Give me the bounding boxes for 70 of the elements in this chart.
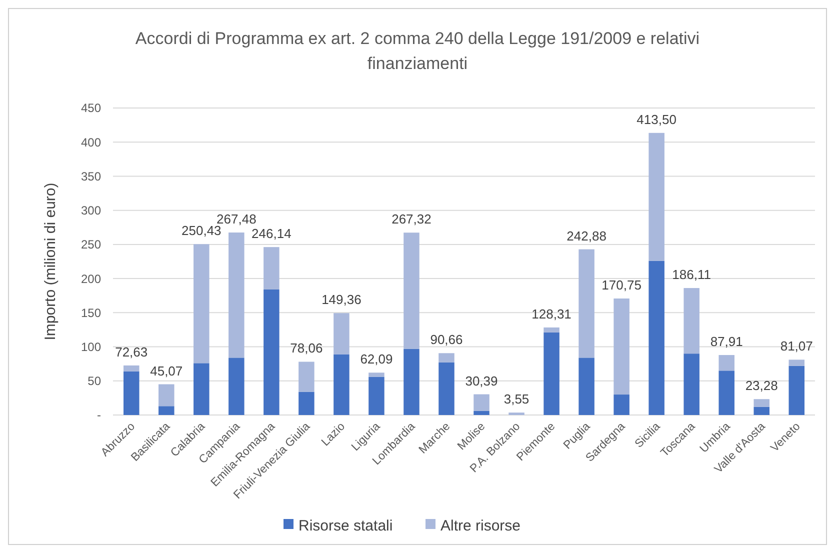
bar <box>788 366 804 415</box>
bar <box>684 354 700 415</box>
bar <box>194 363 210 415</box>
bar <box>474 394 490 411</box>
total-label: 78,06 <box>290 340 323 356</box>
bar <box>124 371 140 415</box>
y-tick-label: 50 <box>88 374 102 388</box>
legend-label: Risorse statali <box>298 517 393 534</box>
bar <box>368 372 384 377</box>
y-tick-label: 450 <box>80 101 102 116</box>
total-label: 186,11 <box>672 267 711 282</box>
y-tick-label: - <box>97 408 101 422</box>
total-label: 242,88 <box>566 228 606 244</box>
bar <box>648 132 664 261</box>
bar <box>404 232 420 349</box>
total-label: 128,31 <box>532 306 572 322</box>
bar <box>754 406 770 415</box>
bar <box>334 313 350 354</box>
bar <box>718 355 734 371</box>
bar <box>264 289 280 415</box>
bar <box>474 410 490 415</box>
bar <box>368 376 384 415</box>
total-label: 90,66 <box>430 332 463 348</box>
y-tick-label: 400 <box>80 135 102 150</box>
total-label: 23,28 <box>745 378 778 394</box>
y-tick-label: 350 <box>80 169 102 184</box>
bar <box>228 358 244 415</box>
bar <box>158 384 174 406</box>
bar <box>544 332 560 415</box>
total-label: 413,50 <box>636 112 676 127</box>
total-label: 170,75 <box>602 278 642 293</box>
bar <box>298 392 314 415</box>
bar <box>334 354 350 415</box>
bar <box>438 362 454 415</box>
bar <box>158 406 174 415</box>
legend-label: Altre risorse <box>440 517 521 534</box>
y-tick-label: 250 <box>80 238 102 252</box>
total-label: 81,07 <box>780 338 813 354</box>
y-tick-label: 150 <box>80 306 102 320</box>
bar <box>578 249 594 358</box>
total-label: 62,09 <box>360 352 393 367</box>
y-tick-label: 200 <box>80 272 102 286</box>
bar <box>544 327 560 332</box>
total-label: 149,36 <box>322 292 362 308</box>
total-label: 72,63 <box>115 344 148 360</box>
y-tick-label: 300 <box>80 204 102 218</box>
total-label: 30,39 <box>465 373 498 388</box>
bar <box>438 353 454 362</box>
bar <box>194 244 210 364</box>
bar <box>578 358 594 415</box>
total-label: 45,07 <box>150 363 183 378</box>
total-label: 267,32 <box>392 212 432 227</box>
y-axis-title: Importo (milioni di euro) <box>42 182 59 340</box>
bar <box>298 362 314 392</box>
bar <box>614 298 630 395</box>
bar <box>264 247 280 290</box>
bar <box>404 348 420 415</box>
bar <box>124 365 140 372</box>
bar <box>228 232 244 358</box>
y-tick-label: 100 <box>80 340 102 354</box>
bar <box>684 288 700 354</box>
bar <box>754 399 770 407</box>
total-label: 87,91 <box>710 334 743 350</box>
chart-title: Accordi di Programma ex art. 2 comma 240 della Legge 191/2009 e relativi finanziamenti <box>134 28 701 75</box>
bar <box>718 370 734 415</box>
bar <box>614 394 630 415</box>
total-label: 246,14 <box>252 226 292 242</box>
bar <box>788 360 804 366</box>
total-label: 3,55 <box>504 392 530 407</box>
bar <box>648 260 664 415</box>
